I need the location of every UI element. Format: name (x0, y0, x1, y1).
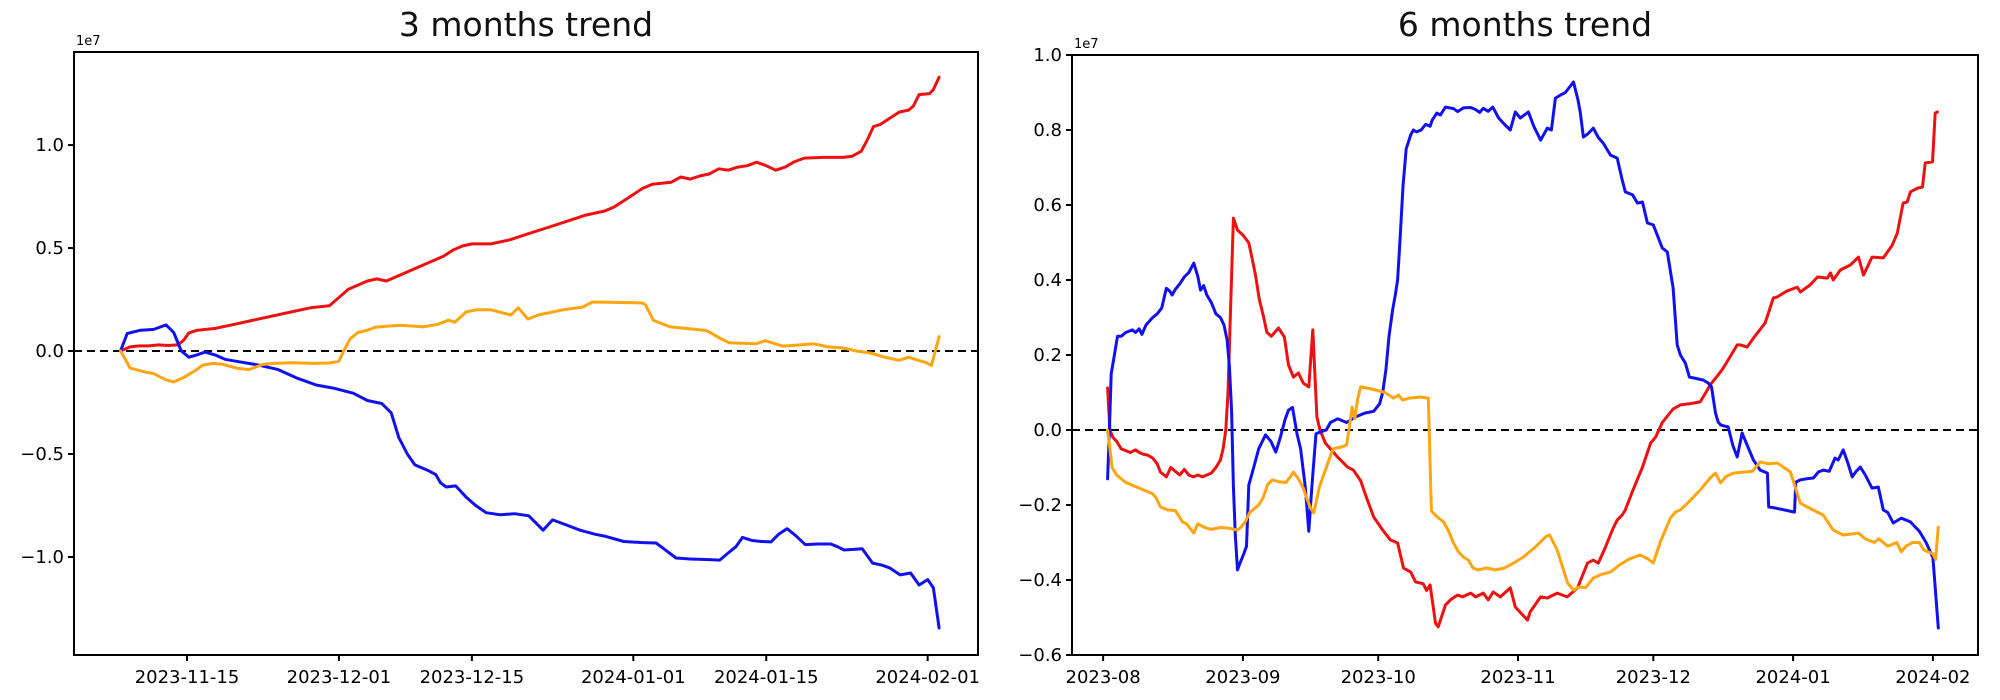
3-months-trend-axes-spines (73, 51, 979, 656)
6-months-trend-axes-spines (1071, 54, 1979, 656)
x-tick-label: 2023-12 (1616, 667, 1691, 688)
x-tick-label: 2023-11 (1480, 667, 1555, 688)
y-tick-label: −0.4 (1018, 570, 1062, 591)
chart-title-6-months: 6 months trend (1397, 5, 1653, 44)
y-tick-label: −0.5 (20, 444, 64, 465)
y-tick-label: −0.6 (1018, 645, 1062, 666)
6-months-trend-series-orange-line (1106, 385, 1940, 592)
chart-title-3-months: 3 months trend (398, 5, 654, 44)
x-tick-label: 2023-09 (1205, 667, 1280, 688)
x-tick-label: 2023-11-15 (135, 667, 240, 688)
3-months-trend-series-orange-line (119, 300, 941, 384)
y-tick-label: 0.5 (35, 238, 64, 259)
x-tick-label: 2024-01-01 (581, 667, 686, 688)
y-tick-label: 0.8 (1033, 120, 1062, 141)
x-tick-label: 2023-12-15 (420, 667, 525, 688)
y-axis-offset-label: 1e7 (76, 34, 101, 49)
y-tick-label: 1.0 (1033, 45, 1062, 66)
x-tick-label: 2023-08 (1066, 667, 1141, 688)
y-tick-label: 0.6 (1033, 195, 1062, 216)
y-tick-label: 0.0 (35, 341, 64, 362)
x-tick-label: 2023-12-01 (287, 667, 392, 688)
x-tick-label: 2024-01-15 (714, 667, 819, 688)
y-tick-label: −1.0 (20, 547, 64, 568)
x-tick-label: 2024-01 (1755, 667, 1830, 688)
y-axis-offset-label: 1e7 (1074, 37, 1099, 52)
y-tick-label: 0.0 (1033, 420, 1062, 441)
x-tick-label: 2024-02-01 (875, 667, 980, 688)
x-tick-label: 2024-02 (1895, 667, 1970, 688)
y-tick-label: 0.2 (1033, 345, 1062, 366)
y-tick-label: 1.0 (35, 135, 64, 156)
chart-6-months-trend: 2023-08 2023-09 2023-10 2023-11 2023-12 2024-… (1018, 37, 1979, 688)
6-months-trend-series-red-line (1106, 110, 1939, 629)
y-tick-label: −0.2 (1018, 495, 1062, 516)
y-tick-label: 0.4 (1033, 270, 1062, 291)
chart-3-months-trend: 2023-11-15 2023-12-01 2023-12-15 2024-01-01… (20, 34, 980, 688)
6-months-trend-series-blue-line (1106, 80, 1940, 630)
x-tick-label: 2023-10 (1341, 667, 1416, 688)
3-months-trend-series-red-line (119, 75, 941, 353)
3-months-trend-series-blue-line (119, 323, 941, 630)
